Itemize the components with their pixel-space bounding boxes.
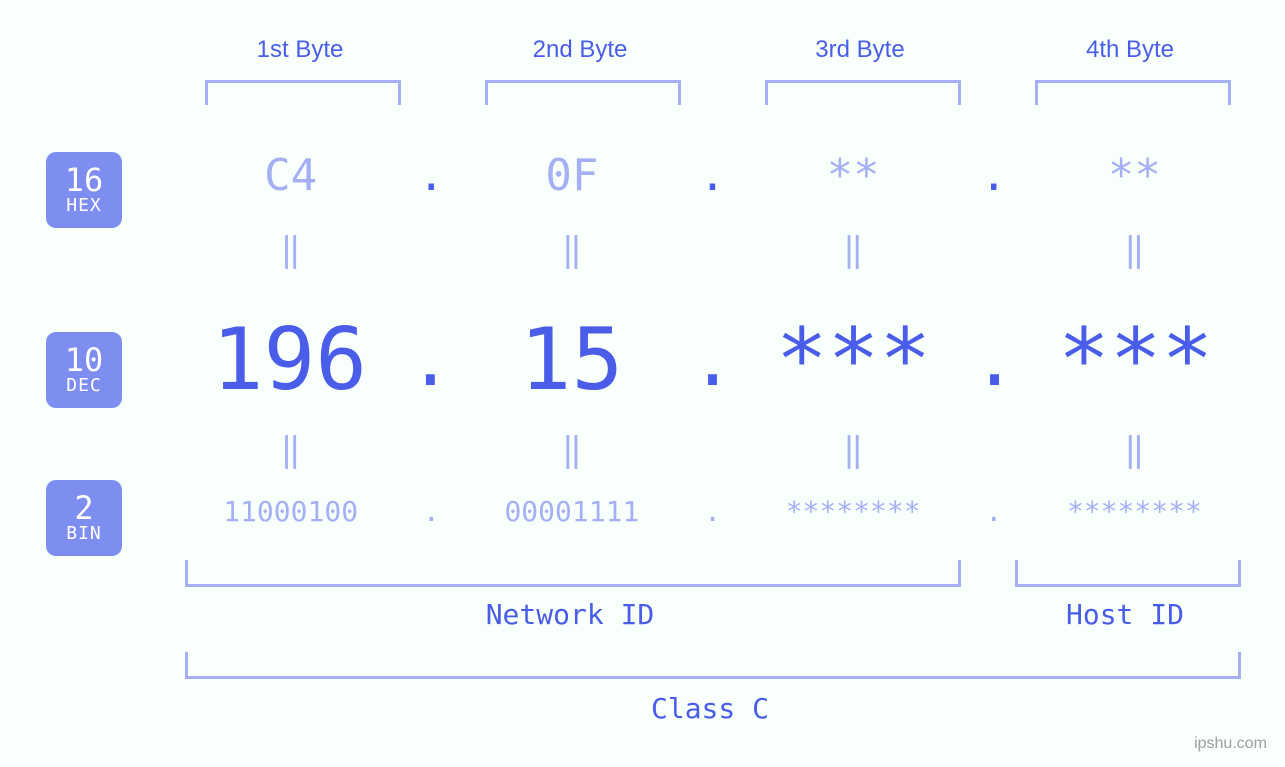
badge-hex-num: 16 xyxy=(46,164,122,198)
equals-icon: ‖ xyxy=(451,430,692,470)
dot-icon: . xyxy=(411,150,451,201)
badge-hex-label: HEX xyxy=(46,197,122,216)
dec-byte-2: 15 xyxy=(452,310,691,410)
equals-icon: ‖ xyxy=(1014,430,1255,470)
top-bracket-4 xyxy=(1035,80,1231,105)
host-id-label: Host ID xyxy=(1015,598,1235,631)
bin-byte-3: ******** xyxy=(733,495,974,528)
base-badge-bin: 2 BIN xyxy=(46,480,122,556)
class-label: Class C xyxy=(185,692,1235,725)
equals-icon: ‖ xyxy=(733,230,974,270)
base-badge-dec: 10 DEC xyxy=(46,332,122,408)
hex-byte-2: 0F xyxy=(451,150,692,201)
bin-byte-2: 00001111 xyxy=(451,495,692,528)
equals-icon: ‖ xyxy=(733,430,974,470)
byte-header-1: 1st Byte xyxy=(200,36,400,64)
dot-icon: . xyxy=(691,318,734,402)
badge-bin-num: 2 xyxy=(46,492,122,526)
dec-byte-1: 196 xyxy=(170,310,409,410)
dot-icon: . xyxy=(693,495,733,528)
host-id-bracket xyxy=(1015,560,1241,587)
hex-byte-3: ** xyxy=(733,150,974,201)
badge-dec-label: DEC xyxy=(46,377,122,396)
top-bracket-2 xyxy=(485,80,681,105)
bin-row: 11000100 . 00001111 . ******** . *******… xyxy=(170,495,1255,528)
equals-icon: ‖ xyxy=(170,230,411,270)
hex-byte-1: C4 xyxy=(170,150,411,201)
network-id-bracket xyxy=(185,560,961,587)
watermark: ipshu.com xyxy=(1194,735,1267,753)
dot-icon: . xyxy=(411,495,451,528)
dot-icon: . xyxy=(693,150,733,201)
badge-dec-num: 10 xyxy=(46,344,122,378)
dot-icon: . xyxy=(409,318,452,402)
dot-icon: . xyxy=(974,150,1014,201)
hex-row: C4 . 0F . ** . ** xyxy=(170,150,1255,201)
bin-byte-4: ******** xyxy=(1014,495,1255,528)
equals-icon: ‖ xyxy=(1014,230,1255,270)
equals-row-bottom: ‖ . ‖ . ‖ . ‖ xyxy=(170,430,1255,470)
base-badge-hex: 16 HEX xyxy=(46,152,122,228)
dec-byte-4: *** xyxy=(1016,310,1255,410)
class-bracket xyxy=(185,652,1241,679)
badge-bin-label: BIN xyxy=(46,525,122,544)
dec-byte-3: *** xyxy=(734,310,973,410)
equals-icon: ‖ xyxy=(451,230,692,270)
equals-row-top: ‖ . ‖ . ‖ . ‖ xyxy=(170,230,1255,270)
top-bracket-3 xyxy=(765,80,961,105)
dot-icon: . xyxy=(974,495,1014,528)
byte-header-2: 2nd Byte xyxy=(480,36,680,64)
byte-header-4: 4th Byte xyxy=(1030,36,1230,64)
byte-header-3: 3rd Byte xyxy=(760,36,960,64)
top-bracket-1 xyxy=(205,80,401,105)
hex-byte-4: ** xyxy=(1014,150,1255,201)
equals-icon: ‖ xyxy=(170,430,411,470)
dec-row: 196 . 15 . *** . *** xyxy=(170,310,1255,410)
network-id-label: Network ID xyxy=(185,598,955,631)
dot-icon: . xyxy=(973,318,1016,402)
bin-byte-1: 11000100 xyxy=(170,495,411,528)
